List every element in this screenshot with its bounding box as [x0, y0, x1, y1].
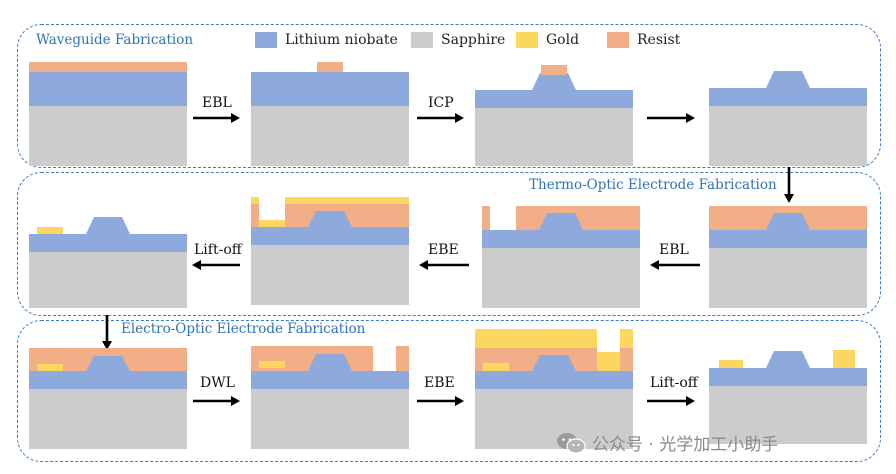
- gold-electrode: [597, 352, 620, 371]
- process-arrow: [193, 396, 240, 406]
- legend-sapphire: Sapphire: [411, 32, 505, 48]
- waveguide-ridge: [766, 71, 810, 88]
- step-label-row1-2: ICP: [428, 95, 454, 111]
- gold-layer: [620, 329, 633, 348]
- process-arrow: [193, 113, 240, 123]
- legend-swatch-lithium-niobate: [255, 32, 277, 48]
- lithium-niobate-layer: [29, 72, 187, 106]
- resist-layer: [29, 62, 187, 72]
- lithium-niobate-slab: [251, 371, 409, 389]
- resist-layer: [620, 348, 633, 371]
- process-arrow: [102, 315, 112, 350]
- gold-layer: [285, 197, 409, 204]
- watermark: 公众号 · 光学加工小助手: [556, 430, 778, 455]
- process-arrow: [647, 113, 695, 123]
- sapphire-substrate: [251, 245, 409, 305]
- sapphire-substrate: [251, 389, 409, 449]
- waveguide-ridge: [308, 211, 352, 227]
- step-label-row2-1: EBL: [659, 242, 689, 258]
- sapphire-substrate: [29, 389, 187, 449]
- thermo-optic-section-title: Thermo-Optic Electrode Fabrication: [529, 177, 777, 193]
- resist-layer: [482, 206, 490, 230]
- watermark-text: 公众号 · 光学加工小助手: [592, 435, 779, 455]
- resist-layer: [251, 204, 259, 227]
- gold-electrode: [37, 227, 63, 234]
- step-label-row1-1: EBL: [202, 95, 232, 111]
- legend-lithium-niobate: Lithium niobate: [255, 32, 398, 48]
- waveguide-panel: [17, 24, 881, 168]
- waveguide-ridge: [532, 355, 576, 371]
- lithium-niobate-slab: [482, 230, 640, 248]
- gold-electrode: [259, 220, 285, 227]
- process-arrow: [784, 167, 794, 203]
- wechat-icon: [557, 432, 586, 454]
- process-arrow: [417, 396, 464, 406]
- resist-mask: [541, 65, 567, 75]
- legend-label-gold: Gold: [546, 32, 580, 48]
- step-label-row2-2: EBE: [428, 242, 459, 258]
- thermo-optic-panel: [17, 172, 881, 316]
- gold-electrode: [483, 363, 509, 371]
- gold-electrode: [719, 360, 743, 368]
- step-label-row2-3: Lift-off: [194, 242, 242, 258]
- legend-gold: Gold: [516, 32, 579, 48]
- legend-swatch-resist: [607, 32, 629, 48]
- lithium-niobate-slab: [251, 227, 409, 245]
- waveguide-ridge: [308, 354, 352, 371]
- waveguide-ridge: [766, 351, 810, 368]
- gold-layer: [475, 329, 597, 348]
- electro-optic-section-title: Electro-Optic Electrode Fabrication: [121, 321, 366, 337]
- sapphire-substrate: [475, 108, 633, 166]
- waveguide-section-title: Waveguide Fabrication: [36, 32, 194, 48]
- waveguide-ridge: [86, 217, 130, 234]
- lithium-niobate-layer: [251, 72, 409, 106]
- sapphire-substrate: [709, 386, 867, 444]
- resist-mask: [317, 62, 343, 72]
- legend-label-sapphire: Sapphire: [441, 32, 506, 48]
- process-arrow: [192, 260, 240, 270]
- process-arrow: [417, 113, 464, 123]
- sapphire-substrate: [251, 106, 409, 166]
- waveguide-ridge: [539, 213, 583, 230]
- process-arrow: [647, 396, 695, 406]
- lithium-niobate-slab: [709, 88, 867, 106]
- sapphire-substrate: [709, 248, 867, 308]
- sapphire-substrate: [482, 248, 640, 308]
- lithium-niobate-slab: [29, 234, 187, 252]
- gold-layer: [251, 197, 259, 204]
- waveguide-ridge: [766, 213, 810, 230]
- sapphire-substrate: [475, 389, 633, 449]
- sapphire-substrate: [29, 252, 187, 308]
- waveguide-ridge: [532, 73, 576, 90]
- lithium-niobate-slab: [475, 90, 633, 108]
- lithium-niobate-slab: [709, 368, 867, 386]
- step-label-row3-2: EBE: [424, 375, 455, 391]
- gold-electrode: [259, 361, 285, 368]
- gold-electrode: [833, 350, 855, 368]
- legend-label-resist: Resist: [637, 32, 681, 48]
- sapphire-substrate: [29, 106, 187, 166]
- waveguide-ridge: [86, 356, 130, 371]
- legend-label-lithium-niobate: Lithium niobate: [285, 32, 398, 48]
- lithium-niobate-slab: [709, 230, 867, 248]
- electro-optic-panel: [17, 320, 881, 462]
- process-arrow: [419, 260, 469, 270]
- sapphire-substrate: [709, 106, 867, 166]
- resist-layer: [396, 346, 409, 371]
- lithium-niobate-slab: [475, 371, 633, 389]
- legend-swatch-sapphire: [411, 32, 433, 48]
- step-label-row3-1: DWL: [200, 375, 235, 391]
- lithium-niobate-slab: [29, 371, 187, 389]
- legend-resist: Resist: [607, 32, 680, 48]
- process-arrow: [650, 260, 700, 270]
- legend-swatch-gold: [516, 32, 538, 48]
- gold-electrode: [37, 364, 63, 371]
- step-label-row3-3: Lift-off: [650, 375, 698, 391]
